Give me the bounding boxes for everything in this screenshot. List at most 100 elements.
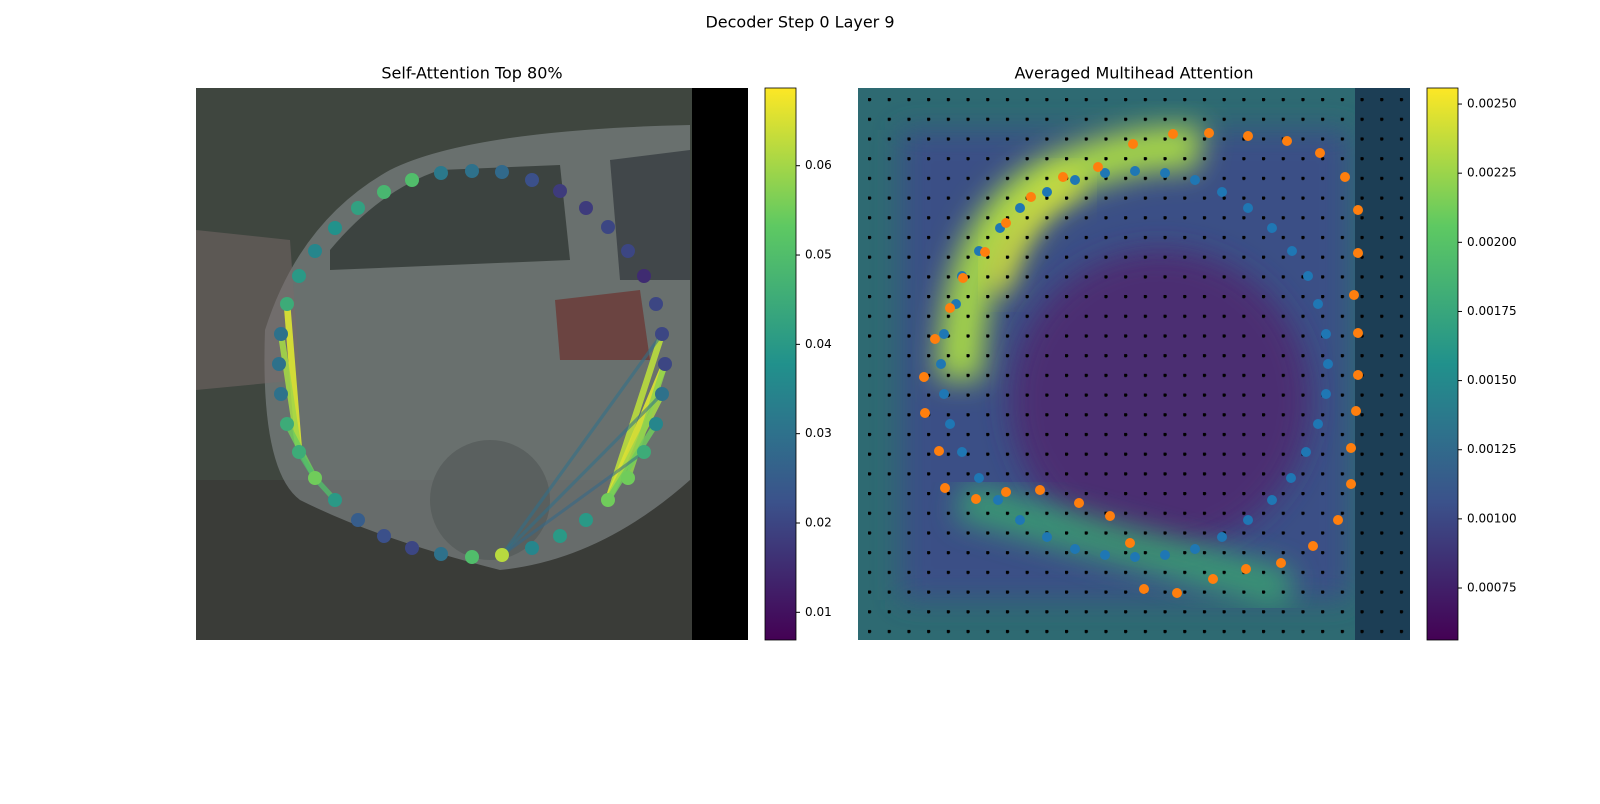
point [1340,172,1350,182]
point [1267,223,1277,233]
point [280,297,294,311]
point [1323,359,1333,369]
point [1105,511,1115,521]
point [1353,205,1363,215]
point [292,269,306,283]
plot-area [272,164,672,564]
point [1139,584,1149,594]
point [1204,128,1214,138]
attention-edge [500,392,664,557]
point [280,417,294,431]
colorbar-tick-label: 0.00125 [1467,442,1517,456]
point [272,357,286,371]
point [1267,495,1277,505]
point [1070,175,1080,185]
point [292,445,306,459]
point [958,273,968,283]
point [1321,329,1331,339]
point [1243,131,1253,141]
point [1333,515,1343,525]
colorbar-tick-label: 0.00250 [1467,97,1517,111]
point [920,408,930,418]
point [940,483,950,493]
point [1160,168,1170,178]
point [1346,443,1356,453]
point [274,327,288,341]
point [1303,271,1313,281]
point [1313,419,1323,429]
point [1190,175,1200,185]
point [649,297,663,311]
point [434,166,448,180]
point [495,548,509,562]
point [1130,166,1140,176]
point [1308,541,1318,551]
colorbar-tick-label: 0.00075 [1467,581,1517,595]
point [525,173,539,187]
colorbar-tick-label: 0.00100 [1467,511,1517,525]
colorbar-tick-label: 0.04 [805,337,832,351]
point [601,220,615,234]
point [1172,588,1182,598]
point [1042,532,1052,542]
point [1026,192,1036,202]
point [1313,299,1323,309]
point [1353,370,1363,380]
point [980,247,990,257]
subplot-title: Self-Attention Top 80% [381,64,562,83]
point [1349,290,1359,300]
point [1070,544,1080,554]
colorbar-tick-label: 0.03 [805,426,832,440]
point [1128,139,1138,149]
point [328,493,342,507]
point [637,445,651,459]
point [1093,162,1103,172]
point [1217,187,1227,197]
point [1301,447,1311,457]
point [579,201,593,215]
point [405,173,419,187]
point [658,357,672,371]
colorbar-tick-label: 0.00225 [1467,166,1517,180]
point [621,471,635,485]
point [553,529,567,543]
point [939,389,949,399]
point [1125,538,1135,548]
point [957,447,967,457]
point [1100,168,1110,178]
point [525,541,539,555]
point [1243,515,1253,525]
point [1058,172,1068,182]
point [945,419,955,429]
point [1130,552,1140,562]
point [655,387,669,401]
point [1042,187,1052,197]
point [274,387,288,401]
colorbar-tick-label: 0.06 [805,158,832,172]
point [1100,550,1110,560]
colorbar-tick-label: 0.00175 [1467,304,1517,318]
colorbar-tick-label: 0.00200 [1467,235,1517,249]
point [308,244,322,258]
point [1315,148,1325,158]
point [1286,473,1296,483]
point [930,334,940,344]
colorbar-tick-label: 0.01 [805,605,832,619]
point [351,201,365,215]
point [405,541,419,555]
attention-edge [277,330,303,456]
plot-area [919,128,1363,598]
point [1168,129,1178,139]
point [934,446,944,456]
subplot-title: Averaged Multihead Attention [1015,64,1254,83]
point [637,269,651,283]
point [351,513,365,527]
figure-title: Decoder Step 0 Layer 9 [705,13,894,32]
point [974,473,984,483]
point [328,221,342,235]
point [649,417,663,431]
attention-edge [500,332,664,557]
point [579,513,593,527]
point [939,329,949,339]
heatmap-right [858,88,1410,640]
